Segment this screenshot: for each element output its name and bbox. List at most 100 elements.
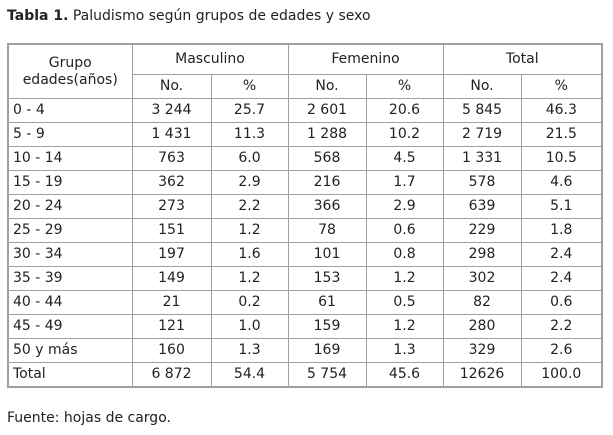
cell: 6.0 — [210, 146, 289, 171]
group-heading: Masculino — [131, 43, 289, 75]
cell: 2.4 — [520, 242, 603, 267]
data-row: 30 - 34 197 1.6 101 0.8 298 2.4 — [7, 242, 603, 267]
cell: 1 331 — [442, 146, 522, 171]
age-group: 50 y más — [7, 338, 133, 363]
cell: 1.7 — [365, 170, 444, 195]
cell: 160 — [131, 338, 212, 363]
cell: 54.4 — [210, 362, 289, 388]
table-title: Tabla 1. Paludismo según grupos de edade… — [7, 8, 371, 24]
cell: 0.6 — [520, 290, 603, 315]
subheading: No. — [442, 74, 522, 99]
cell: 6 872 — [131, 362, 212, 388]
cell: 45.6 — [365, 362, 444, 388]
cell: 21.5 — [520, 122, 603, 147]
data-row: 40 - 44 21 0.2 61 0.5 82 0.6 — [7, 290, 603, 315]
header-row: Grupo edades(años) Masculino Femenino Total — [7, 43, 603, 99]
group-heading: Total — [442, 43, 603, 75]
cell: 25.7 — [210, 98, 289, 123]
cell: 101 — [287, 242, 367, 267]
cell: 5 845 — [442, 98, 522, 123]
cell: 1.6 — [210, 242, 289, 267]
age-group: Total — [7, 362, 133, 388]
cell: 280 — [442, 314, 522, 339]
cell: 298 — [442, 242, 522, 267]
cell: 302 — [442, 266, 522, 291]
cell: 1.2 — [210, 218, 289, 243]
cell: 1.2 — [365, 266, 444, 291]
data-table: Grupo edades(años) Masculino Femenino Total… — [7, 43, 604, 388]
cell: 2.2 — [520, 314, 603, 339]
data-row: 45 - 49 121 1.0 159 1.2 280 2.2 — [7, 314, 603, 339]
cell: 229 — [442, 218, 522, 243]
data-row: 10 - 14 763 6.0 568 4.5 1 331 10.5 — [7, 146, 603, 171]
cell: 0.8 — [365, 242, 444, 267]
age-group: 0 - 4 — [7, 98, 133, 123]
cell: 10.5 — [520, 146, 603, 171]
cell: 5.1 — [520, 194, 603, 219]
title-label: Tabla 1. — [7, 8, 69, 24]
cell: 153 — [287, 266, 367, 291]
cell: 10.2 — [365, 122, 444, 147]
data-row: Total 6 872 54.4 5 754 45.6 12626 100.0 — [7, 362, 603, 388]
cell: 1.3 — [365, 338, 444, 363]
cell: 366 — [287, 194, 367, 219]
cell: 4.5 — [365, 146, 444, 171]
age-group: 30 - 34 — [7, 242, 133, 267]
age-group: 35 - 39 — [7, 266, 133, 291]
cell: 1.3 — [210, 338, 289, 363]
cell: 82 — [442, 290, 522, 315]
cell: 273 — [131, 194, 212, 219]
subheading: No. — [287, 74, 367, 99]
cell: 1.2 — [210, 266, 289, 291]
cell: 11.3 — [210, 122, 289, 147]
cell: 0.5 — [365, 290, 444, 315]
age-group: 10 - 14 — [7, 146, 133, 171]
source-note: Fuente: hojas de cargo. — [7, 410, 171, 426]
cell: 0.2 — [210, 290, 289, 315]
cell: 578 — [442, 170, 522, 195]
cell: 2.2 — [210, 194, 289, 219]
cell: 2.9 — [210, 170, 289, 195]
cell: 329 — [442, 338, 522, 363]
cell: 46.3 — [520, 98, 603, 123]
data-row: 15 - 19 362 2.9 216 1.7 578 4.6 — [7, 170, 603, 195]
cell: 20.6 — [365, 98, 444, 123]
cell: 1.0 — [210, 314, 289, 339]
cell: 169 — [287, 338, 367, 363]
cell: 1 288 — [287, 122, 367, 147]
age-group: 40 - 44 — [7, 290, 133, 315]
cell: 1.2 — [365, 314, 444, 339]
cell: 2.4 — [520, 266, 603, 291]
cell: 197 — [131, 242, 212, 267]
subheading: % — [210, 74, 289, 99]
cell: 1 431 — [131, 122, 212, 147]
group-header: Grupo edades(años) — [7, 43, 133, 99]
cell: 2.9 — [365, 194, 444, 219]
data-row: 35 - 39 149 1.2 153 1.2 302 2.4 — [7, 266, 603, 291]
subheading: No. — [131, 74, 212, 99]
cell: 568 — [287, 146, 367, 171]
cell: 639 — [442, 194, 522, 219]
cell: 21 — [131, 290, 212, 315]
subheader-row: No.% No.% No.% — [8, 74, 603, 99]
cell: 362 — [131, 170, 212, 195]
cell: 12626 — [442, 362, 522, 388]
age-group: 20 - 24 — [7, 194, 133, 219]
data-row: 20 - 24 273 2.2 366 2.9 639 5.1 — [7, 194, 603, 219]
cell: 121 — [131, 314, 212, 339]
title-text: Paludismo según grupos de edades y sexo — [72, 8, 371, 24]
cell: 149 — [131, 266, 212, 291]
cell: 151 — [131, 218, 212, 243]
cell: 763 — [131, 146, 212, 171]
cell: 3 244 — [131, 98, 212, 123]
cell: 78 — [287, 218, 367, 243]
data-row: 50 y más 160 1.3 169 1.3 329 2.6 — [7, 338, 603, 363]
group-heading: Femenino — [287, 43, 444, 75]
data-row: 25 - 29 151 1.2 78 0.6 229 1.8 — [7, 218, 603, 243]
cell: 4.6 — [520, 170, 603, 195]
cell: 216 — [287, 170, 367, 195]
cell: 2 601 — [287, 98, 367, 123]
age-group: 5 - 9 — [7, 122, 133, 147]
